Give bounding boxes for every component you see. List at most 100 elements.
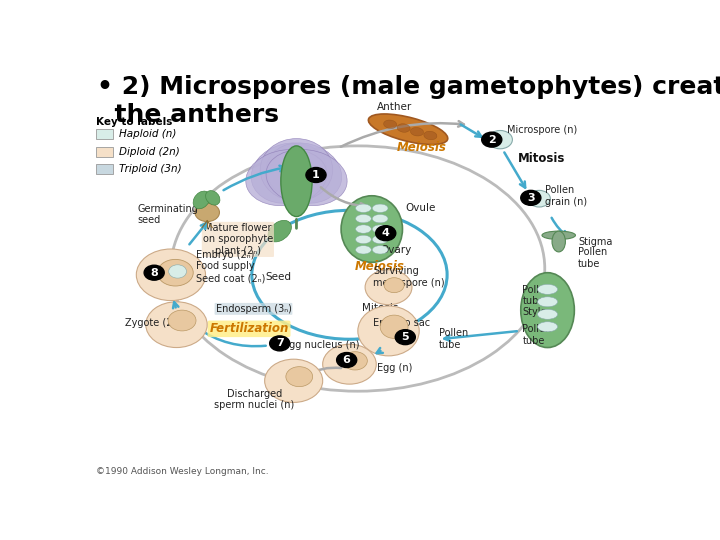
Ellipse shape [384,278,404,293]
Text: Mitosis: Mitosis [518,152,566,165]
Ellipse shape [538,309,557,319]
Circle shape [337,353,356,368]
Ellipse shape [265,359,323,402]
Ellipse shape [356,204,372,212]
Text: Style: Style [523,307,547,317]
Text: ©1990 Addison Wesley Longman, Inc.: ©1990 Addison Wesley Longman, Inc. [96,467,269,476]
Ellipse shape [521,273,575,348]
Text: • 2) Microspores (male gametophytes) created in
  the anthers: • 2) Microspores (male gametophytes) cre… [97,75,720,127]
FancyBboxPatch shape [96,129,114,139]
Text: 5: 5 [402,332,409,342]
Text: Pollen
tube: Pollen tube [523,324,552,346]
FancyBboxPatch shape [96,146,114,157]
Ellipse shape [528,191,550,207]
Text: Discharged
sperm nuclei (n): Discharged sperm nuclei (n) [215,389,294,410]
Ellipse shape [538,285,557,294]
Text: Seed: Seed [266,272,292,282]
Ellipse shape [266,150,347,206]
Text: Zygote (2ₙ): Zygote (2ₙ) [125,319,180,328]
Text: Triploid (3n): Triploid (3n) [119,164,181,174]
Ellipse shape [341,196,402,262]
Text: Meiosis: Meiosis [397,141,447,154]
Ellipse shape [206,191,220,205]
Ellipse shape [158,259,193,286]
Circle shape [270,336,289,351]
Ellipse shape [372,246,388,254]
Text: Endosperm (3ₙ): Endosperm (3ₙ) [215,304,292,314]
Ellipse shape [372,235,388,244]
Ellipse shape [356,235,372,244]
Ellipse shape [145,302,207,348]
Ellipse shape [323,344,377,384]
Text: Haploid (n): Haploid (n) [119,129,176,139]
Text: 1: 1 [312,170,320,180]
Circle shape [376,226,396,241]
Ellipse shape [410,127,423,136]
Text: 3: 3 [527,193,535,203]
Ellipse shape [268,220,292,242]
Ellipse shape [168,310,196,331]
FancyBboxPatch shape [96,164,114,174]
Circle shape [521,191,541,205]
Text: 2: 2 [488,134,495,145]
Text: Mitosis: Mitosis [362,303,398,313]
Ellipse shape [266,143,342,204]
Circle shape [144,265,164,280]
Ellipse shape [356,246,372,254]
Text: Surviving
megaspore (n): Surviving megaspore (n) [373,266,444,288]
Ellipse shape [369,114,448,145]
Ellipse shape [343,352,367,370]
Ellipse shape [356,214,372,223]
Text: 7: 7 [276,339,284,348]
Text: Anther: Anther [377,102,412,112]
Text: 4: 4 [382,228,390,238]
Ellipse shape [542,231,575,239]
Ellipse shape [365,270,412,305]
Ellipse shape [372,225,388,233]
Text: Pollen
tube: Pollen tube [578,247,608,269]
Ellipse shape [488,131,513,149]
Text: Embryo (2ₙ)
Food supply
Seed coat (2ₙ): Embryo (2ₙ) Food supply Seed coat (2ₙ) [196,250,266,283]
Ellipse shape [424,131,437,140]
Ellipse shape [372,214,388,223]
Ellipse shape [358,306,419,356]
Text: Germinating
seed: Germinating seed [138,204,198,225]
Ellipse shape [356,225,372,233]
Text: Embryo sac: Embryo sac [374,319,431,328]
Ellipse shape [552,231,565,252]
Text: Key to labels: Key to labels [96,117,172,127]
Text: Stigma: Stigma [578,237,613,247]
Text: Ovary: Ovary [380,245,411,255]
Text: Egg (n): Egg (n) [377,363,413,373]
Text: Ovule: Ovule [405,203,436,213]
Text: Pollen
tube: Pollen tube [523,285,552,306]
Text: 6: 6 [343,355,351,365]
Ellipse shape [384,120,397,129]
Circle shape [395,329,415,345]
Text: 8: 8 [150,268,158,278]
Text: Microspore (n): Microspore (n) [508,125,577,136]
Ellipse shape [281,146,312,217]
Text: Pollen
grain (n): Pollen grain (n) [545,185,587,207]
Ellipse shape [251,143,327,204]
Ellipse shape [195,203,220,221]
Circle shape [306,167,326,183]
Ellipse shape [397,124,410,132]
Circle shape [482,132,502,147]
Ellipse shape [538,297,557,307]
Ellipse shape [286,367,312,387]
Ellipse shape [538,322,557,332]
Text: Mature flower
on sporophyte
plant (2ₙ): Mature flower on sporophyte plant (2ₙ) [203,223,273,256]
Text: Fertilization: Fertilization [210,322,289,335]
Text: Egg nucleus (n): Egg nucleus (n) [284,340,360,350]
Ellipse shape [136,249,205,301]
Ellipse shape [193,191,210,209]
Ellipse shape [260,139,333,201]
Ellipse shape [168,265,186,278]
Text: Pollen
tube: Pollen tube [438,328,468,350]
Ellipse shape [246,150,327,206]
Ellipse shape [372,204,388,212]
Ellipse shape [380,315,408,339]
Text: Meiosis: Meiosis [355,260,405,273]
Text: Diploid (2n): Diploid (2n) [119,147,180,157]
